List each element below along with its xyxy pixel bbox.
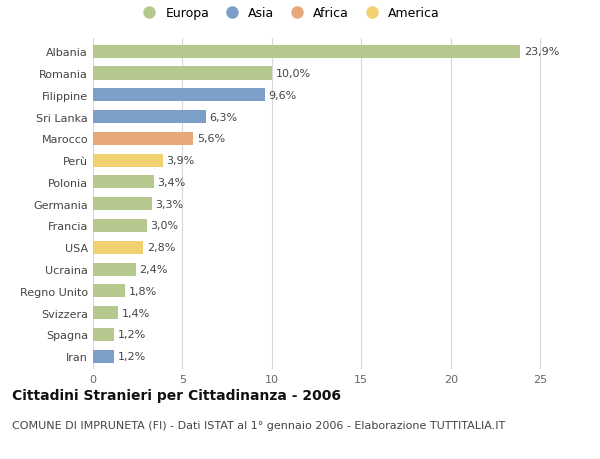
- Bar: [93, 307, 118, 319]
- Text: 1,8%: 1,8%: [129, 286, 157, 296]
- Text: 2,4%: 2,4%: [139, 264, 168, 274]
- Text: 3,4%: 3,4%: [157, 178, 185, 188]
- Bar: [93, 89, 265, 102]
- Text: 10,0%: 10,0%: [275, 69, 311, 79]
- Text: COMUNE DI IMPRUNETA (FI) - Dati ISTAT al 1° gennaio 2006 - Elaborazione TUTTITAL: COMUNE DI IMPRUNETA (FI) - Dati ISTAT al…: [12, 420, 505, 430]
- Bar: [93, 263, 136, 276]
- Text: 3,0%: 3,0%: [150, 221, 178, 231]
- Text: 3,3%: 3,3%: [155, 199, 184, 209]
- Text: 5,6%: 5,6%: [197, 134, 225, 144]
- Text: 3,9%: 3,9%: [166, 156, 194, 166]
- Text: 9,6%: 9,6%: [268, 90, 296, 101]
- Bar: [93, 111, 206, 124]
- Bar: [93, 328, 115, 341]
- Legend: Europa, Asia, Africa, America: Europa, Asia, Africa, America: [137, 7, 440, 20]
- Bar: [93, 198, 152, 211]
- Bar: [93, 176, 154, 189]
- Bar: [93, 241, 143, 254]
- Bar: [93, 67, 272, 80]
- Bar: [93, 350, 115, 363]
- Text: 6,3%: 6,3%: [209, 112, 238, 122]
- Bar: [93, 133, 193, 146]
- Text: 1,2%: 1,2%: [118, 330, 146, 340]
- Bar: [93, 285, 125, 298]
- Bar: [93, 219, 146, 233]
- Text: 1,4%: 1,4%: [122, 308, 150, 318]
- Bar: [93, 154, 163, 167]
- Text: 1,2%: 1,2%: [118, 352, 146, 361]
- Bar: [93, 45, 520, 59]
- Text: 23,9%: 23,9%: [524, 47, 559, 57]
- Text: 2,8%: 2,8%: [146, 243, 175, 253]
- Text: Cittadini Stranieri per Cittadinanza - 2006: Cittadini Stranieri per Cittadinanza - 2…: [12, 388, 341, 402]
